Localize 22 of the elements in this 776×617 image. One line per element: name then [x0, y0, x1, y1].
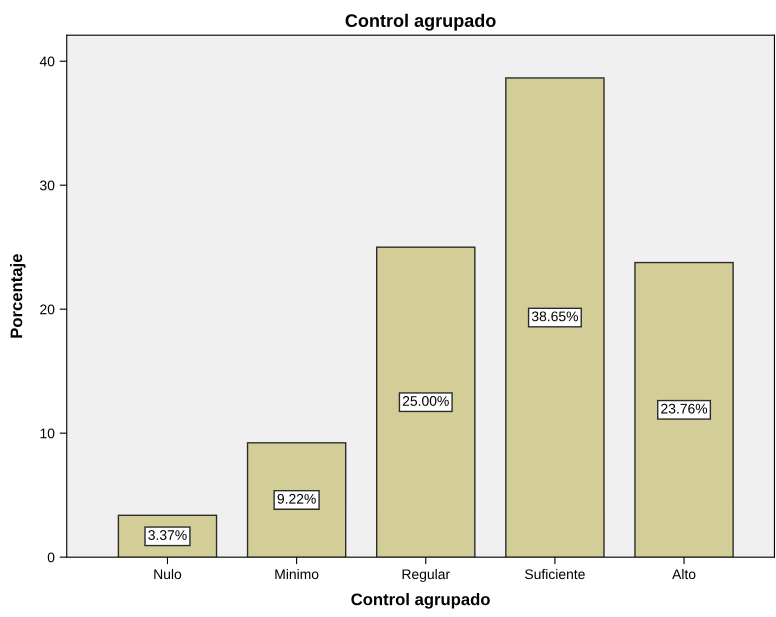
- bar: [505, 77, 605, 558]
- y-tick-label: 0: [48, 552, 54, 562]
- y-tick-label: 20: [40, 304, 54, 314]
- data-label: 3.37%: [148, 530, 187, 540]
- x-tick-label: Nulo: [154, 568, 182, 580]
- y-axis-title: Porcentaje: [10, 254, 26, 338]
- data-label: 9.22%: [278, 494, 316, 504]
- data-label: 25.00%: [402, 396, 449, 406]
- x-tick-label: Minimo: [275, 568, 318, 580]
- data-label: 23.76%: [661, 404, 708, 414]
- x-tick-label: Regular: [402, 568, 450, 582]
- x-tick-label: Suficiente: [525, 568, 585, 580]
- data-label: 38.65%: [532, 311, 578, 322]
- x-axis-title: Control agrupado: [351, 593, 490, 609]
- x-tick-label: Alto: [672, 568, 696, 580]
- chart-title: Control agrupado: [346, 14, 496, 31]
- bar: [634, 262, 734, 558]
- y-tick-label: 10: [40, 428, 54, 438]
- bar: [246, 442, 346, 558]
- y-tick-label: 40: [40, 56, 54, 66]
- bar: [376, 246, 476, 558]
- y-tick-label: 30: [40, 180, 54, 190]
